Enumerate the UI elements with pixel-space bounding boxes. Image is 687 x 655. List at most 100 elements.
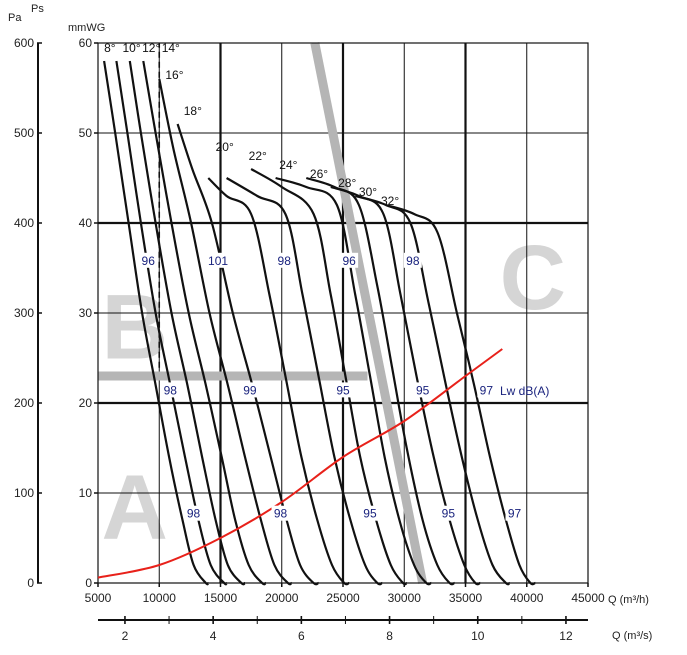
db-label: 97 (480, 383, 494, 397)
x-tick-label: 35000 (449, 591, 483, 605)
fan-curves (103, 60, 536, 586)
pa-tick-label: 200 (14, 396, 34, 410)
x-tick-label: 45000 (571, 591, 605, 605)
mmwg-tick-label: 20 (79, 396, 93, 410)
pa-tick-label: 400 (14, 216, 34, 230)
db-label-backing (340, 252, 359, 268)
x-axis-label-m3s: Q (m³/s) (612, 630, 652, 642)
db-label: 95 (416, 383, 430, 397)
zone-labels: A B C (102, 227, 567, 559)
fan-curve-20deg (207, 177, 350, 586)
lw-dba-curve (97, 348, 503, 579)
angle-labels: 8° 10° 12° 14° 16° 18° 20° 22° 24° 26° 28°30° 32° (104, 41, 399, 208)
x2-tick-label: 10 (471, 629, 485, 643)
limit-line-diagonal (310, 42, 428, 584)
fan-curve-14deg (142, 60, 267, 586)
angle-label: 26° (310, 167, 328, 181)
db-label-backing (139, 252, 158, 268)
db-labels: 96 101 98 96 98 98 99 95 95 97 98 98 95 95 97 (139, 252, 524, 521)
x-axis-m3h: 5000 10000 15000 20000 25000 30000 35000 40000 4… (85, 583, 605, 605)
db-label-backing (505, 505, 524, 521)
ps-axis-label: Ps (31, 3, 44, 15)
angle-label: 18° (184, 104, 202, 118)
fan-curve-8deg (103, 60, 210, 586)
db-label-backing (240, 382, 259, 398)
x-tick-label: 20000 (265, 591, 299, 605)
x-tick-label: 5000 (85, 591, 112, 605)
pa-axis: 0 100 200 300 400 500 600 (14, 36, 42, 590)
mmwg-axis: 0 10 20 30 40 50 60 (79, 36, 98, 590)
mmwg-tick-label: 0 (85, 576, 92, 590)
db-label-backing (271, 505, 290, 521)
angle-label: 32° (381, 194, 399, 208)
db-label-backing (184, 505, 203, 521)
pa-tick-label: 100 (14, 486, 34, 500)
mmwg-tick-label: 40 (79, 216, 93, 230)
lw-dba-label: Lw dB(A) (500, 384, 549, 398)
fan-curve-22deg (226, 177, 383, 586)
angle-label: 22° (249, 149, 267, 163)
pa-tick-label: 500 (14, 126, 34, 140)
x2-tick-label: 6 (298, 629, 305, 643)
mmwg-axis-label: mmWG (68, 22, 105, 34)
fan-curve-10deg (115, 60, 228, 586)
angle-label: 14° (162, 41, 180, 55)
db-label-backing (403, 252, 422, 268)
limit-lines (98, 42, 428, 584)
db-label: 96 (342, 254, 356, 268)
x-tick-label: 15000 (204, 591, 238, 605)
pa-axis-label: Pa (8, 12, 22, 24)
db-label: 95 (363, 507, 377, 521)
db-label-backing (334, 382, 352, 398)
db-label: 101 (208, 254, 228, 268)
mmwg-tick-label: 30 (79, 306, 93, 320)
db-label: 98 (164, 383, 178, 397)
pa-tick-label: 600 (14, 36, 34, 50)
db-label-backing (360, 505, 379, 521)
db-label: 95 (442, 507, 456, 521)
x2-tick-label: 4 (210, 629, 217, 643)
db-label-backing (275, 252, 294, 268)
x2-tick-label: 2 (122, 629, 129, 643)
mmwg-tick-label: 60 (79, 36, 93, 50)
pa-tick-label: 0 (27, 576, 34, 590)
db-label: 96 (142, 254, 156, 268)
zone-label-a: A (102, 457, 168, 559)
x-tick-label: 25000 (326, 591, 360, 605)
x2-tick-label: 8 (386, 629, 393, 643)
pa-tick-label: 300 (14, 306, 34, 320)
angle-label: 16° (165, 68, 183, 82)
fan-curve-24deg (250, 168, 408, 586)
fan-curve-16deg (158, 78, 293, 586)
zone-label-c: C (500, 227, 566, 329)
db-label-backing (205, 252, 231, 268)
db-label: 99 (243, 383, 257, 397)
db-label: 98 (187, 507, 201, 521)
db-label-backing (413, 382, 432, 398)
db-label: 98 (274, 507, 288, 521)
x-tick-label: 30000 (388, 591, 422, 605)
fan-curve-12deg (128, 60, 246, 586)
fan-curve-34deg (385, 203, 536, 586)
x-tick-label: 10000 (143, 591, 177, 605)
angle-label: 28° (338, 176, 356, 190)
zone-label-b: B (102, 277, 168, 379)
angle-label: 30° (359, 185, 377, 199)
db-label: 98 (278, 254, 292, 268)
angle-label: 10° (123, 41, 141, 55)
fan-curve-18deg (176, 123, 319, 586)
angle-label: 24° (279, 158, 297, 172)
fan-curve-32deg (354, 194, 511, 586)
db-label-backing (439, 505, 458, 521)
angle-label: 8° (104, 41, 116, 55)
angle-label: 12° (142, 41, 160, 55)
x-axis-m3s: 2 4 6 8 10 12 (98, 616, 588, 643)
fan-curve-30deg (330, 185, 481, 586)
db-label-backing (161, 382, 180, 398)
mmwg-tick-label: 50 (79, 126, 93, 140)
db-label: 98 (406, 254, 420, 268)
x-tick-label: 40000 (510, 591, 544, 605)
x2-tick-label: 12 (559, 629, 573, 643)
db-label-backing (477, 382, 496, 398)
